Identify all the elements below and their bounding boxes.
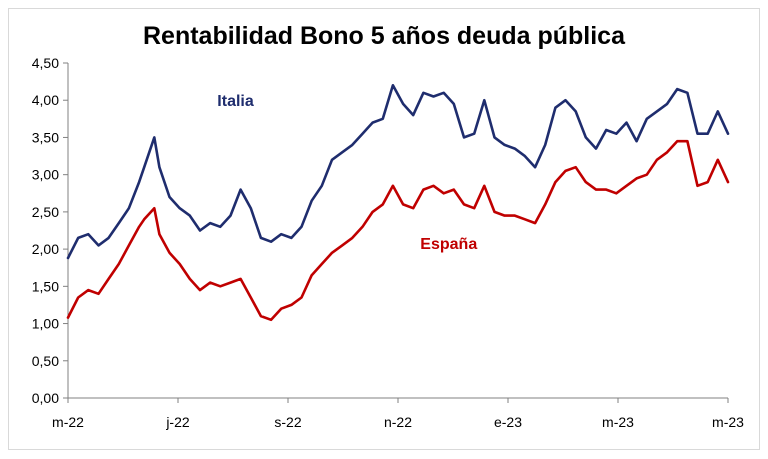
x-tick-label: s-22 xyxy=(274,414,301,430)
y-tick-label: 4,50 xyxy=(32,55,59,71)
y-tick-label: 1,50 xyxy=(32,278,59,294)
series-label-espaa: España xyxy=(420,236,477,253)
axes xyxy=(63,62,729,403)
y-tick-label: 0,00 xyxy=(32,390,59,406)
y-tick-label: 4,00 xyxy=(32,92,59,108)
series-label-italia: Italia xyxy=(217,93,254,110)
y-tick-label: 3,00 xyxy=(32,167,59,183)
series-line-espaa xyxy=(66,139,730,322)
x-tick-label: j-22 xyxy=(165,414,190,430)
series-lines xyxy=(66,84,730,322)
chart-title: Rentabilidad Bono 5 años deuda pública xyxy=(143,22,625,50)
x-tick-label: m-22 xyxy=(52,414,84,430)
y-tick-label: 0,50 xyxy=(32,353,59,369)
y-tick-label: 2,00 xyxy=(32,241,59,257)
x-tick-label: m-23 xyxy=(602,414,634,430)
x-tick-label: n-22 xyxy=(384,414,412,430)
series-line-italia xyxy=(66,84,730,260)
series-labels: Italia España xyxy=(217,93,477,253)
tick-labels: 0,00 0,50 1,00 1,50 2,00 2,50 3,00 3,50 4,00 4,50… xyxy=(32,55,744,430)
y-tick-label: 1,00 xyxy=(32,316,59,332)
x-tick-label: m-23 xyxy=(712,414,744,430)
y-tick-label: 3,50 xyxy=(32,129,59,145)
x-tick-label: e-23 xyxy=(494,414,522,430)
chart-frame xyxy=(8,8,760,450)
y-tick-label: 2,50 xyxy=(32,204,59,220)
